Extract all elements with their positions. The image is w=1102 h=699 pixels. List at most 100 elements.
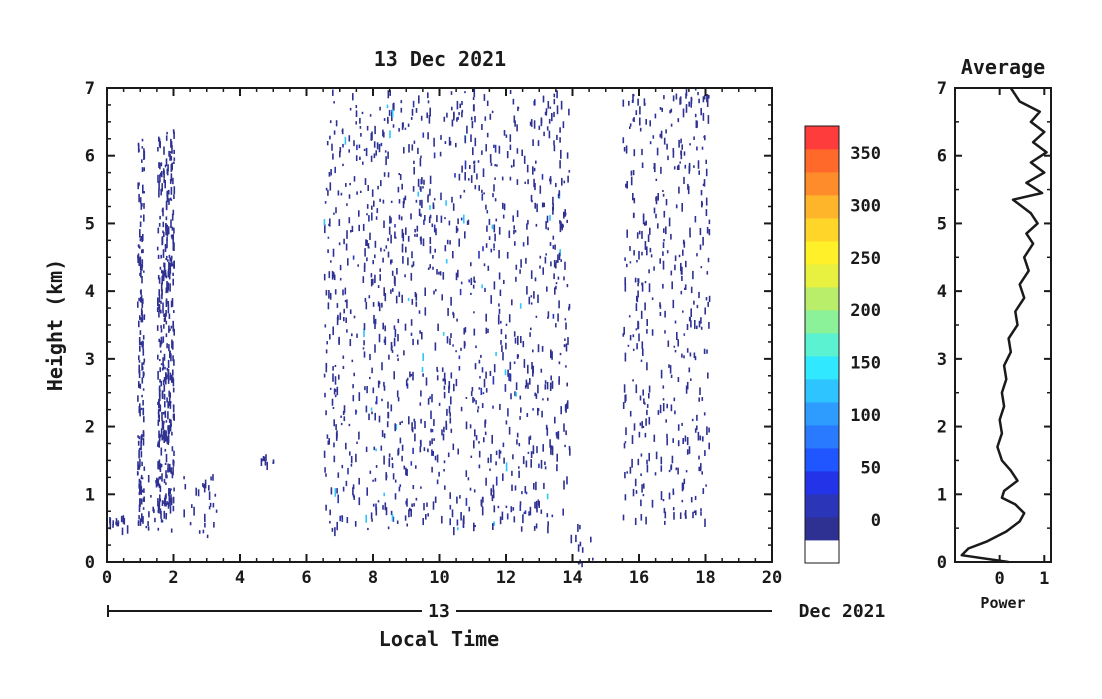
echo-cell xyxy=(160,254,162,259)
echo-cell xyxy=(478,441,480,444)
echo-cell xyxy=(172,405,175,408)
echo-cell xyxy=(534,183,536,191)
echo-cell xyxy=(387,411,390,419)
echo-cell xyxy=(666,433,668,439)
echo-cell xyxy=(164,410,167,417)
echo-cell xyxy=(691,418,694,422)
echo-cell xyxy=(505,334,507,339)
echo-cell xyxy=(639,422,642,426)
echo-cell xyxy=(142,184,144,194)
echo-cell xyxy=(693,165,695,168)
echo-cell xyxy=(473,489,476,493)
echo-cell xyxy=(500,328,503,335)
echo-cell xyxy=(522,242,525,247)
echo-cell xyxy=(493,144,495,148)
echo-cell xyxy=(635,303,638,311)
echo-cell xyxy=(551,445,553,450)
echo-cell xyxy=(374,254,376,259)
echo-cell xyxy=(567,175,569,183)
echo-cell xyxy=(648,393,650,399)
echo-cell xyxy=(169,350,171,354)
echo-cell xyxy=(478,250,480,259)
echo-cell xyxy=(628,100,630,106)
colorbar-tick-label: 0 xyxy=(871,511,881,531)
echo-cell xyxy=(541,202,544,208)
echo-cell xyxy=(486,100,489,106)
echo-cell xyxy=(456,496,458,504)
echo-cell xyxy=(676,165,679,170)
echo-cell xyxy=(400,216,403,221)
echo-cell xyxy=(413,167,415,175)
echo-cell xyxy=(632,193,634,201)
echo-cell xyxy=(353,372,355,377)
echo-cell xyxy=(160,172,162,177)
echo-cell xyxy=(376,142,379,150)
echo-cell xyxy=(475,435,478,441)
echo-cell xyxy=(169,351,171,359)
echo-cell xyxy=(448,381,451,390)
echo-cell xyxy=(390,234,392,244)
echo-cell xyxy=(690,101,692,108)
echo-cell xyxy=(509,361,512,370)
echo-cell xyxy=(559,137,561,143)
echo-cell xyxy=(513,115,516,123)
echo-cell xyxy=(385,507,388,516)
echo-cell xyxy=(420,390,422,397)
echo-cell xyxy=(455,350,457,353)
echo-cell xyxy=(429,237,432,244)
echo-cell xyxy=(553,260,556,268)
echo-cell xyxy=(362,161,364,165)
average-x-tick-label: 0 xyxy=(995,569,1005,589)
echo-cell xyxy=(641,162,644,168)
echo-cell xyxy=(161,275,163,285)
echo-cell xyxy=(161,390,164,399)
echo-cell xyxy=(436,366,438,371)
echo-cell xyxy=(164,437,167,442)
echo-cell xyxy=(158,501,161,508)
echo-cell xyxy=(450,396,452,405)
echo-cell xyxy=(559,220,561,224)
echo-cell xyxy=(393,325,396,330)
echo-cell xyxy=(139,272,141,276)
echo-cell xyxy=(436,269,438,275)
average-plot-frame xyxy=(954,87,1052,563)
echo-cell xyxy=(488,236,491,240)
echo-cell xyxy=(406,377,409,381)
echo-cell xyxy=(415,301,418,307)
echo-cell xyxy=(459,495,461,499)
echo-cell xyxy=(399,174,402,180)
echo-cell xyxy=(676,332,678,340)
echo-cell xyxy=(329,387,332,390)
echo-region xyxy=(145,474,218,539)
echo-cell xyxy=(170,353,172,362)
echo-cell xyxy=(419,199,421,206)
echo-cell xyxy=(381,398,383,402)
echo-cell xyxy=(140,474,143,478)
echo-cell xyxy=(473,164,476,173)
echo-cell xyxy=(527,220,529,225)
echo-cell xyxy=(432,451,434,456)
echo-cell xyxy=(170,257,173,263)
echo-cell xyxy=(443,372,446,382)
echo-cell xyxy=(624,277,626,285)
echo-cell xyxy=(680,138,682,144)
echo-cell xyxy=(373,446,376,451)
echo-cell xyxy=(669,110,671,114)
echo-cell xyxy=(497,505,500,509)
echo-cell xyxy=(428,115,431,124)
echo-cell xyxy=(202,529,205,534)
echo-cell xyxy=(141,315,144,323)
echo-cell xyxy=(646,329,648,334)
echo-cell xyxy=(473,311,475,314)
echo-cell xyxy=(490,248,493,253)
echo-cell xyxy=(334,289,337,295)
echo-cell xyxy=(159,394,161,401)
echo-cell xyxy=(159,476,162,480)
echo-cell xyxy=(515,382,518,391)
echo-cell xyxy=(705,159,707,164)
echo-cell xyxy=(371,189,374,197)
echo-cell xyxy=(158,310,160,318)
echo-cell xyxy=(666,403,668,409)
echo-cell xyxy=(168,397,171,407)
